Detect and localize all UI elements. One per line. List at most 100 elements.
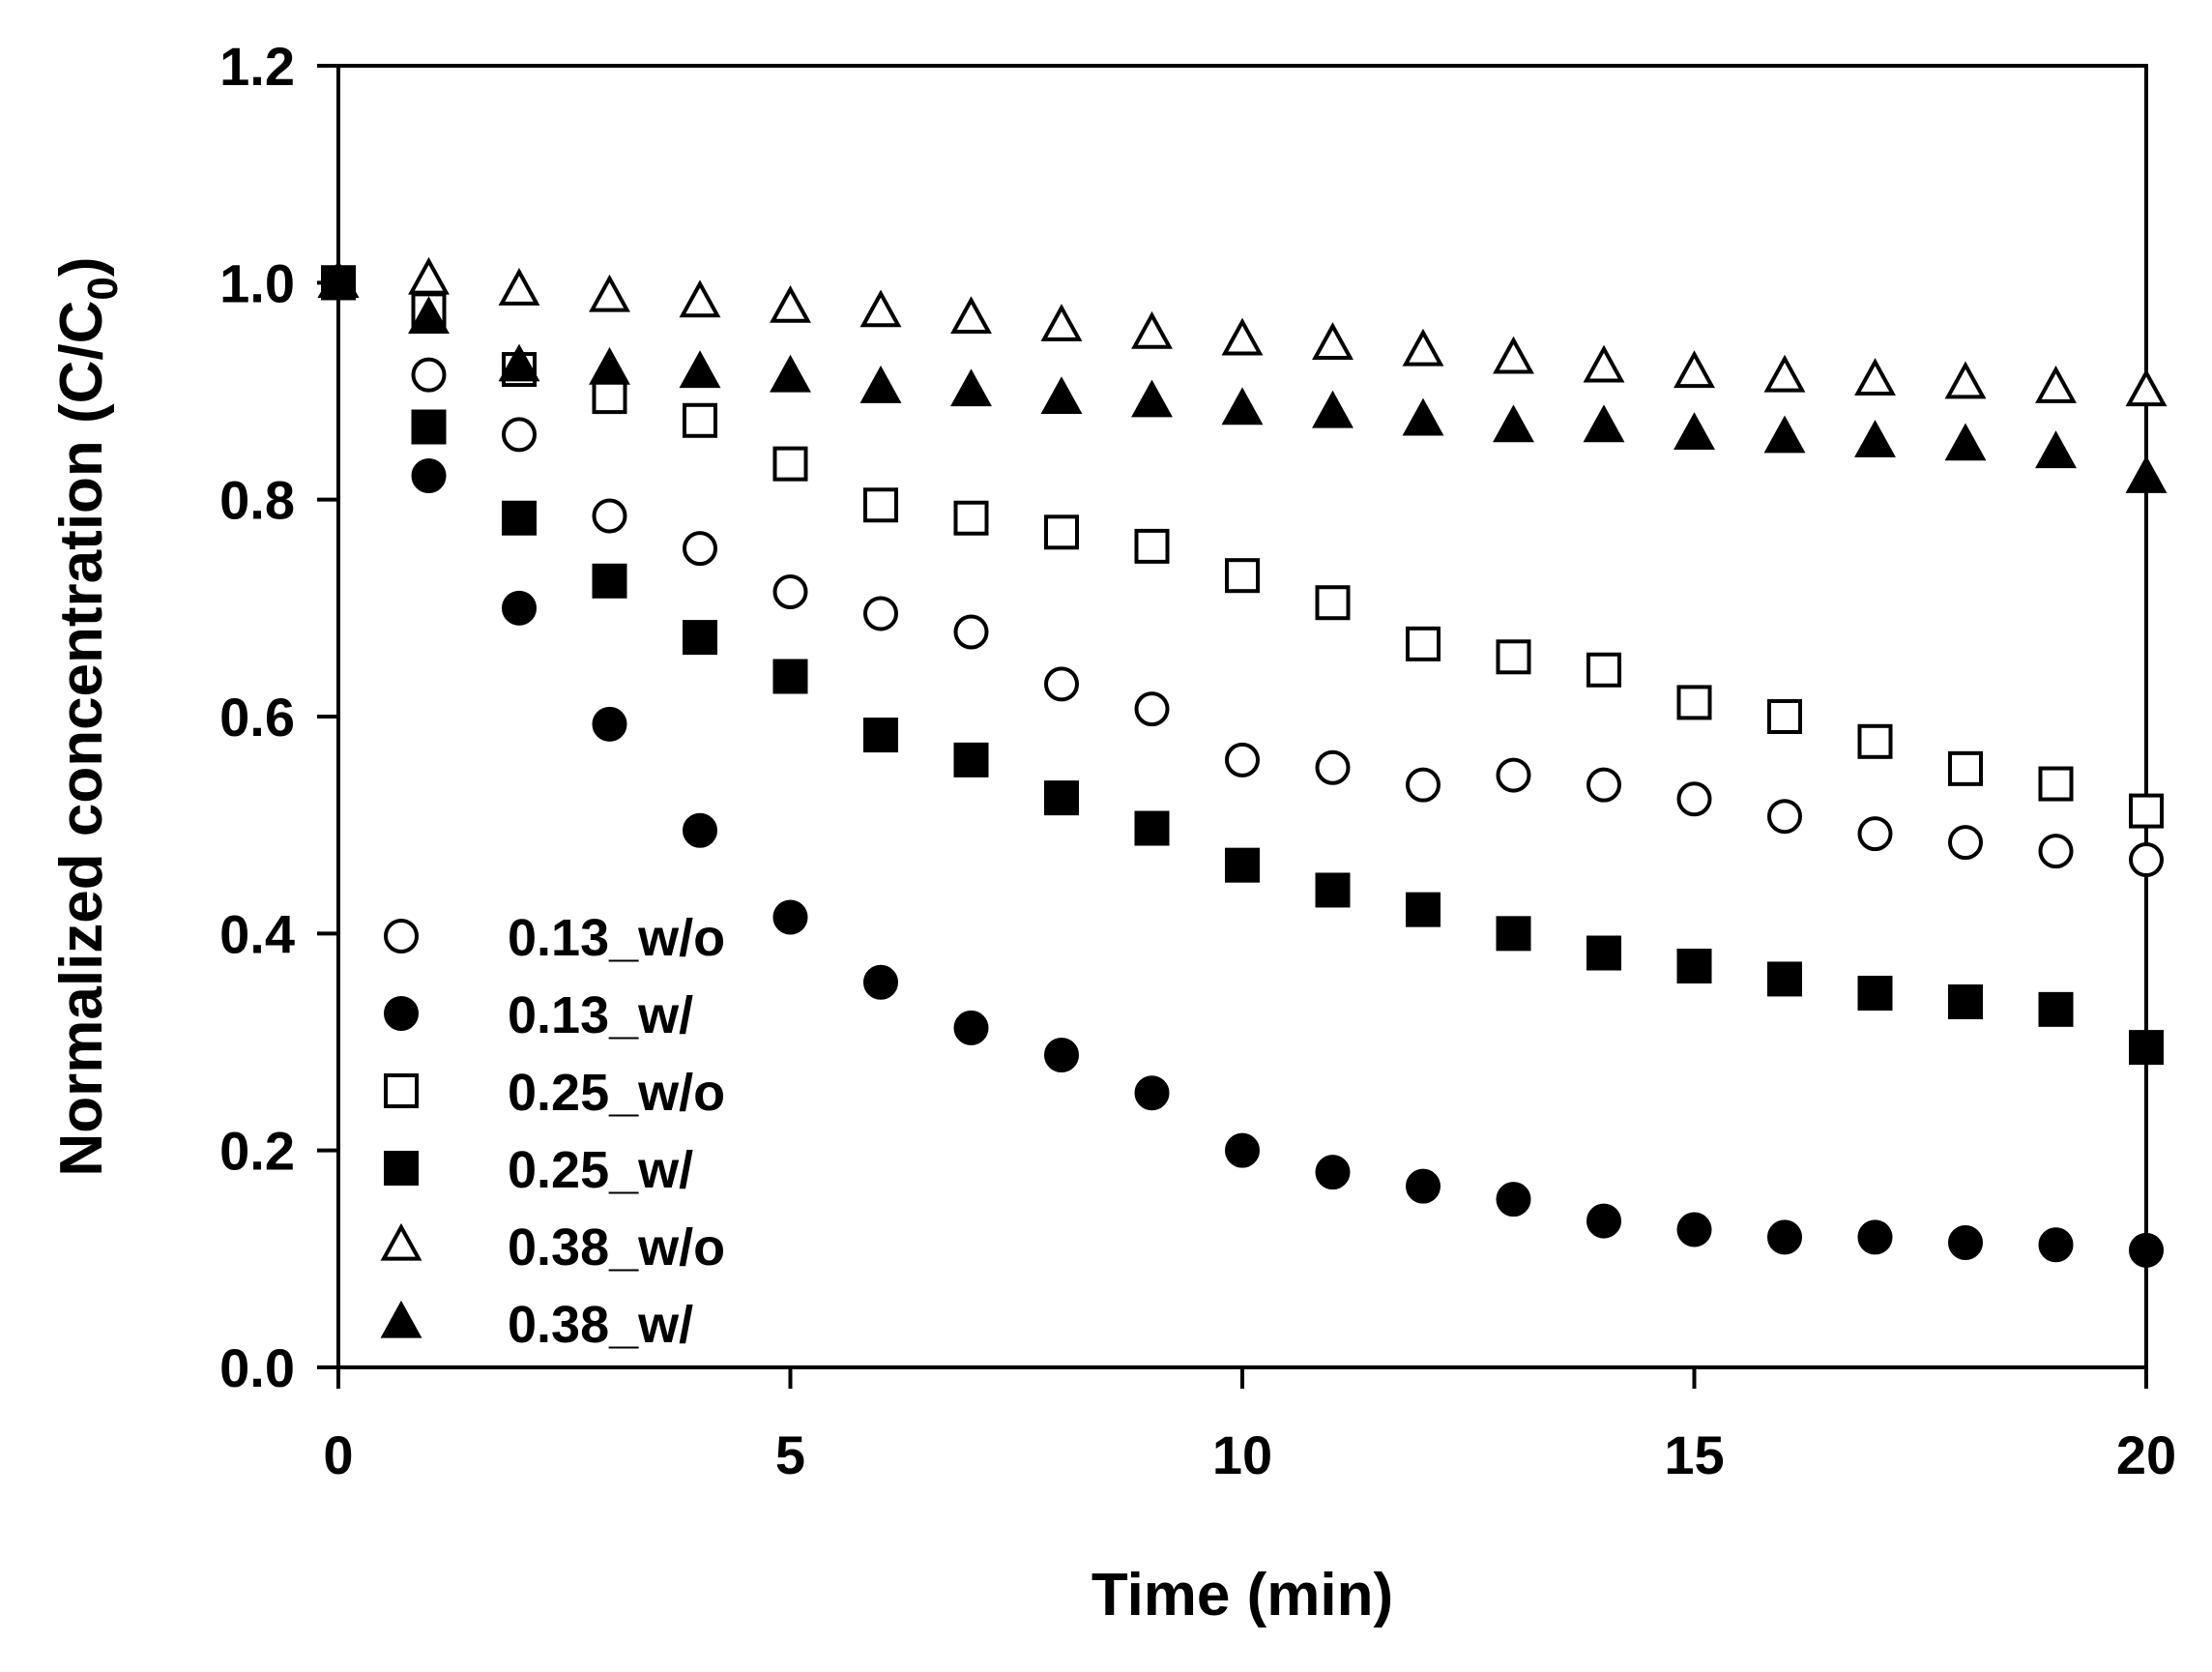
data-point xyxy=(592,498,627,534)
data-point xyxy=(859,289,902,328)
data-point xyxy=(1131,310,1173,349)
data-point xyxy=(950,296,992,335)
x-tick-label: 20 xyxy=(2116,1424,2176,1485)
x-tick-label: 5 xyxy=(775,1424,805,1485)
data-point xyxy=(863,596,898,631)
data-point xyxy=(683,812,717,848)
data-point xyxy=(1676,685,1712,720)
data-point xyxy=(2125,455,2168,493)
data-point xyxy=(1676,1212,1712,1247)
data-point xyxy=(770,354,811,393)
data-point xyxy=(1312,390,1353,428)
y-tick-label: 0.0 xyxy=(219,1337,295,1398)
legend-label: 0.38_w/o xyxy=(508,1218,725,1276)
data-point xyxy=(2129,842,2164,878)
data-point xyxy=(1767,961,1802,997)
series-2 xyxy=(321,265,2164,829)
data-point xyxy=(502,417,537,453)
legend-marker xyxy=(384,996,419,1031)
data-point xyxy=(1944,361,1987,399)
y-tick-label: 1.2 xyxy=(219,36,295,97)
data-point xyxy=(1221,317,1264,356)
legend-marker xyxy=(384,919,419,953)
data-point xyxy=(411,457,447,493)
x-tick-label: 0 xyxy=(323,1424,353,1485)
y-tick-label: 1.0 xyxy=(219,252,295,313)
data-point xyxy=(1767,1219,1802,1255)
y-axis-title-close: ) xyxy=(48,256,115,277)
data-point xyxy=(1134,1075,1170,1111)
data-point xyxy=(1854,358,1896,396)
data-point xyxy=(411,409,447,445)
legend-item: 0.25_w/o xyxy=(384,1064,725,1122)
legend-item: 0.38_w/ xyxy=(380,1296,693,1354)
data-point xyxy=(863,964,898,1000)
data-point xyxy=(1225,558,1260,594)
data-point xyxy=(2038,991,2074,1027)
data-point xyxy=(1496,916,1531,952)
legend-item: 0.13_w/o xyxy=(384,909,725,967)
data-point xyxy=(1406,626,1441,661)
data-point xyxy=(953,614,989,650)
data-point xyxy=(411,357,447,393)
legend-item: 0.25_w/ xyxy=(384,1141,693,1199)
data-point xyxy=(1040,304,1083,341)
data-point xyxy=(1767,799,1802,835)
data-point xyxy=(592,706,627,742)
data-point xyxy=(1857,1219,1893,1255)
data-point xyxy=(589,346,630,385)
data-point xyxy=(1496,639,1531,675)
data-point xyxy=(1406,767,1441,803)
y-tick-label: 0.8 xyxy=(219,470,295,531)
data-point xyxy=(1493,404,1534,443)
data-point xyxy=(1586,652,1621,688)
legend-label: 0.13_w/o xyxy=(508,909,725,967)
data-point xyxy=(498,268,540,306)
legend-marker xyxy=(380,1222,422,1261)
data-point xyxy=(953,1010,989,1045)
data-point xyxy=(502,590,537,626)
data-point xyxy=(1583,404,1625,443)
y-axis-title: Normalized concentration (C/C0) xyxy=(48,256,127,1176)
x-axis-title: Time (min) xyxy=(1091,1562,1393,1628)
y-axis: 0.0 0.2 0.4 0.6 0.8 1.0 1.2 xyxy=(219,36,338,1398)
data-point xyxy=(1406,892,1441,927)
series-5 xyxy=(317,260,2168,493)
data-point xyxy=(1763,415,1806,454)
data-point xyxy=(1586,767,1621,803)
data-point xyxy=(592,563,627,599)
x-tick-label: 15 xyxy=(1664,1424,1724,1485)
data-point xyxy=(953,742,989,777)
data-point xyxy=(1315,749,1351,785)
data-point xyxy=(683,620,717,656)
data-point xyxy=(2129,793,2164,829)
data-point xyxy=(498,343,540,382)
data-point xyxy=(1044,780,1079,816)
data-point xyxy=(1315,585,1351,621)
data-point xyxy=(1496,1182,1531,1217)
data-point xyxy=(1221,387,1264,425)
data-point xyxy=(408,296,450,335)
data-point xyxy=(1406,1168,1441,1204)
data-point xyxy=(772,446,808,482)
legend: 0.13_w/o 0.13_w/0.25_w/o 0.25_w/0.38_w/o 0.… xyxy=(380,909,725,1354)
data-point xyxy=(408,256,450,295)
data-point xyxy=(1944,423,1987,461)
y-tick-label: 0.2 xyxy=(219,1121,295,1182)
data-point xyxy=(1493,336,1534,374)
data-point xyxy=(1857,816,1893,852)
legend-label: 0.13_w/ xyxy=(508,986,693,1044)
data-point xyxy=(1225,742,1260,777)
y-axis-title-subscript: 0 xyxy=(79,277,127,300)
data-point xyxy=(1674,350,1715,389)
data-point xyxy=(1857,723,1893,759)
data-point xyxy=(1134,691,1170,727)
legend-label: 0.25_w/ xyxy=(508,1141,693,1199)
y-tick-label: 0.6 xyxy=(219,687,295,748)
series-0 xyxy=(321,265,2164,878)
data-point xyxy=(1496,757,1531,793)
legend-marker xyxy=(380,1300,422,1338)
data-point xyxy=(2125,368,2168,407)
